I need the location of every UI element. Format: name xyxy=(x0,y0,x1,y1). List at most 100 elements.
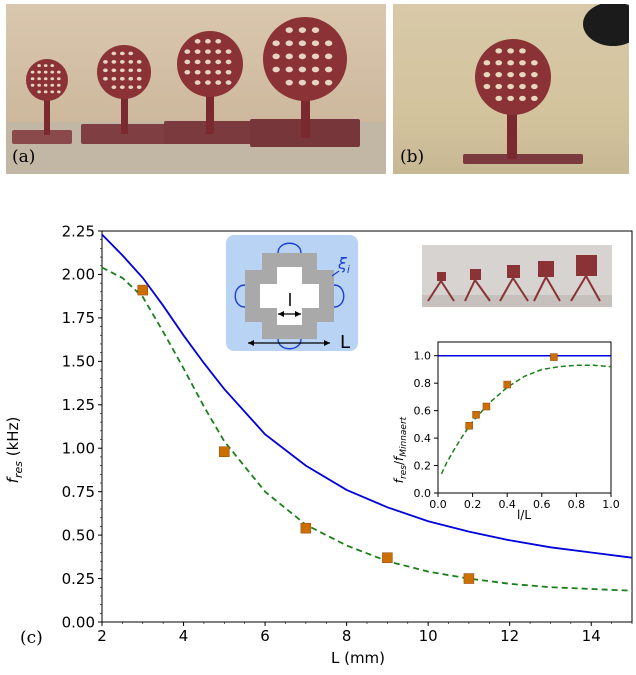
panel-label-c: (c) xyxy=(20,628,43,648)
lattice-hole xyxy=(194,39,201,44)
lattice-hole xyxy=(30,70,35,74)
strip-legs xyxy=(427,274,601,302)
lattice-hole xyxy=(507,95,514,101)
lattice-hole xyxy=(205,39,211,44)
lattice-hole xyxy=(531,95,538,101)
stem-b xyxy=(507,104,517,159)
main-y-tick-label: 2.00 xyxy=(62,266,95,284)
mode-outline-bottom xyxy=(277,338,302,350)
main-y-axis-label: fres (kHz) xyxy=(4,417,25,484)
lattice-hole xyxy=(56,77,61,81)
lattice-hole xyxy=(184,59,191,65)
main-x-tick-label: 2 xyxy=(97,627,107,645)
lattice-hole xyxy=(495,60,503,66)
single-resonator-photo xyxy=(463,4,629,164)
lattice-hole xyxy=(111,68,117,73)
lattice-hole xyxy=(136,76,142,81)
lattice-hole xyxy=(184,69,191,75)
mode-outline-top xyxy=(277,242,302,254)
main-x-tick-label: 8 xyxy=(342,627,352,645)
lattice-hole xyxy=(519,48,526,54)
strip-resonator-4 xyxy=(538,261,554,277)
lattice-hole xyxy=(111,85,117,90)
inset-x-tick-label: 0.4 xyxy=(498,498,516,511)
lattice-hole xyxy=(136,60,142,64)
mode-outline-right xyxy=(333,284,345,308)
lattice-hole xyxy=(311,53,320,60)
inset-x-tick-label: 0.0 xyxy=(429,498,447,511)
lattice-hole xyxy=(311,40,320,47)
lattice-hole xyxy=(507,72,514,78)
cell-cavity xyxy=(260,267,319,325)
lattice-hole xyxy=(37,77,41,81)
main-y-tick-label: 0.00 xyxy=(62,613,95,631)
strip-resonator-5 xyxy=(576,255,597,276)
lattice-hole xyxy=(119,60,125,64)
lattice-hole xyxy=(225,69,232,75)
panel-label-a: (a) xyxy=(12,147,36,167)
inset-y-axis-label: fres/fMinnaert xyxy=(392,416,409,483)
lattice-hole xyxy=(519,60,526,66)
lattice-hole xyxy=(285,66,293,73)
mode-outline-left xyxy=(234,284,246,308)
lattice-hole xyxy=(43,83,48,87)
lattice-hole xyxy=(205,59,211,65)
lattice-hole xyxy=(56,83,61,87)
xi-annotation: ξi xyxy=(337,254,350,276)
lattice-hole xyxy=(56,90,61,94)
lattice-hole xyxy=(272,66,280,73)
lattice-hole xyxy=(507,60,514,66)
lattice-hole xyxy=(311,27,320,34)
L-annotation: L xyxy=(340,332,350,353)
main-y-tick-label: 0.75 xyxy=(62,483,95,501)
lattice-hole xyxy=(119,51,125,56)
strip-resonator-2 xyxy=(470,269,481,280)
strip-floor xyxy=(422,295,612,307)
lattice-hole xyxy=(194,69,201,75)
main-experiment-point xyxy=(382,552,393,563)
panel-label-b: (b) xyxy=(400,147,425,167)
inset-y-tick-label: 0.4 xyxy=(414,432,432,445)
lattice-hole xyxy=(285,40,293,47)
main-experiment-point xyxy=(300,522,312,534)
inset-plot-area xyxy=(438,342,611,493)
inset-y-tick-label: 1.0 xyxy=(414,350,432,363)
lattice-hole xyxy=(298,27,307,34)
lattice-sphere-1 xyxy=(26,59,68,101)
lattice-hole xyxy=(119,68,125,73)
lattice-hole xyxy=(128,60,134,64)
resonator-spheres-photo xyxy=(6,17,386,174)
main-y-tick-label: 0.50 xyxy=(62,526,95,544)
inset-experiment-point xyxy=(550,353,558,361)
main-x-tick-label: 10 xyxy=(419,627,438,645)
lattice-hole xyxy=(324,40,333,47)
resonator-strip-photo xyxy=(422,245,612,307)
lattice-holes xyxy=(30,27,333,94)
lattice-hole xyxy=(215,80,222,85)
lattice-hole xyxy=(184,49,191,54)
base-plate-1 xyxy=(12,130,72,144)
lattice-hole xyxy=(37,64,41,68)
lattice-hole xyxy=(495,83,503,90)
main-y-tick-label: 0.25 xyxy=(62,570,95,588)
lattice-hole xyxy=(311,66,320,73)
l-annotation: l xyxy=(288,291,293,311)
cell-schematic: l L ξi xyxy=(226,235,358,353)
base-plate-b xyxy=(463,154,583,164)
lattice-hole xyxy=(215,69,222,75)
main-y-tick-label: 2.25 xyxy=(62,222,95,240)
lattice-hole xyxy=(194,80,201,85)
lattice-hole xyxy=(43,77,48,81)
lattice-hole xyxy=(483,72,491,78)
strip-resonator-3 xyxy=(507,265,520,278)
lattice-hole xyxy=(507,48,514,54)
lattice-hole xyxy=(205,69,211,75)
lattice-hole xyxy=(495,48,503,54)
lattice-hole xyxy=(128,68,134,73)
main-y-tick-label: 1.00 xyxy=(62,439,95,457)
lattice-hole xyxy=(298,40,307,47)
lattice-hole xyxy=(103,76,108,81)
lattice-hole xyxy=(495,95,503,101)
inset-x-tick-label: 0.2 xyxy=(464,498,482,511)
main-x-tick-label: 4 xyxy=(179,627,189,645)
